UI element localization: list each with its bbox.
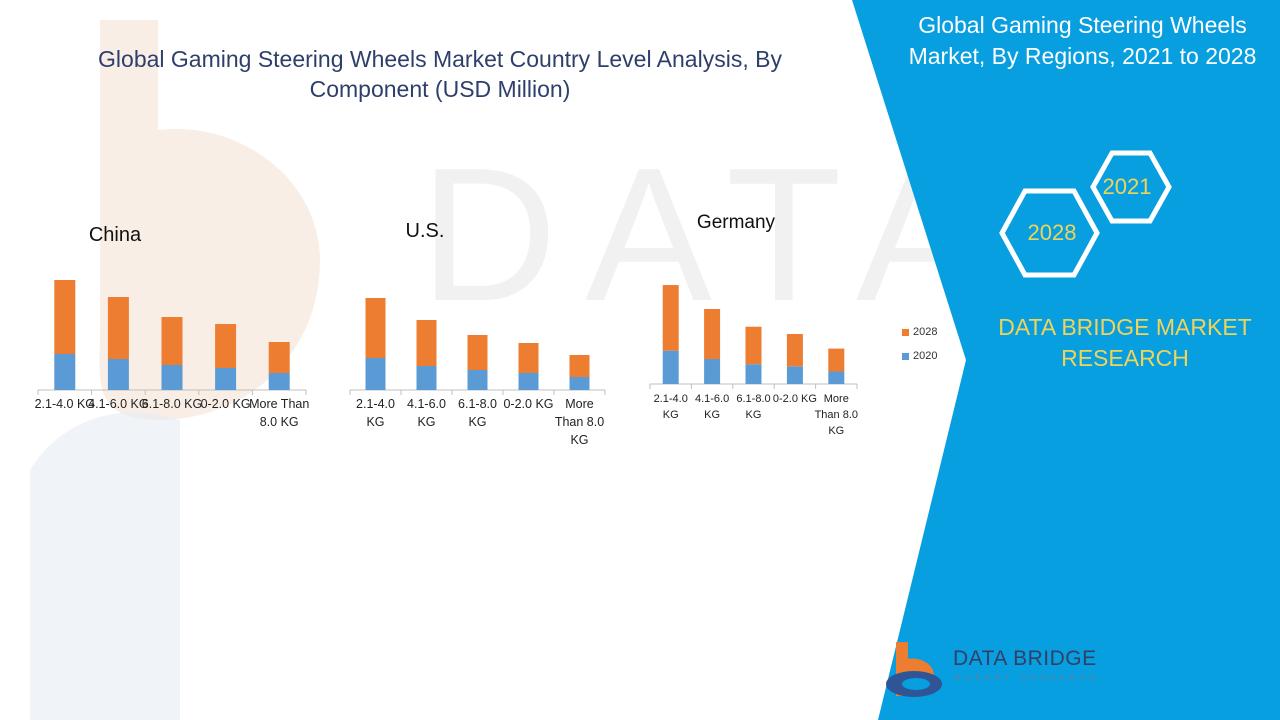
chart-title-china: China — [89, 224, 142, 246]
tick-label-us-3: 0-2.0 KG — [503, 397, 553, 411]
chart-title-us: U.S. — [406, 220, 445, 242]
brand-name: DATA BRIDGE MARKET RESEARCH — [998, 314, 1252, 371]
tick-label-china-3: 0-2.0 KG — [201, 397, 251, 411]
side-panel-title: Global Gaming Steering Wheels Market, By… — [908, 12, 1257, 69]
bar-2020-us-4 — [569, 377, 590, 390]
bar-2028-china-2 — [161, 317, 183, 365]
tick-label-germany-0: 2.1-4.0 KG — [654, 393, 688, 421]
bar-2020-china-0 — [54, 354, 76, 390]
hexagon-2028 — [999, 188, 1100, 278]
hexagon-year-2028: 2028 — [1027, 220, 1077, 245]
bar-2020-us-0 — [365, 358, 386, 390]
hexagon-2021 — [1090, 150, 1172, 224]
chart-legend: 2028 2020 — [902, 324, 937, 364]
bar-2028-china-0 — [54, 280, 76, 354]
bar-2028-germany-4 — [828, 348, 845, 372]
bar-2028-china-4 — [268, 342, 290, 373]
bar-2020-china-4 — [268, 373, 290, 390]
bar-2020-china-1 — [107, 359, 129, 390]
year-hexagons — [999, 150, 1172, 278]
tick-label-germany-4: More Than 8.0 KG — [815, 393, 858, 437]
bar-2020-us-1 — [416, 366, 437, 390]
hexagon-year-2021: 2021 — [1102, 174, 1152, 199]
bar-2020-germany-1 — [704, 359, 721, 384]
tick-label-china-1: 4.1-6.0 KG — [88, 397, 148, 411]
tick-label-germany-1: 4.1-6.0 KG — [695, 393, 729, 421]
logo-icon — [886, 642, 942, 697]
bar-2020-germany-4 — [828, 371, 845, 384]
tick-label-germany-2: 6.1-8.0 KG — [736, 393, 770, 421]
bar-2020-china-2 — [161, 365, 183, 390]
bar-2028-us-0 — [365, 298, 386, 358]
bar-2028-germany-1 — [704, 309, 721, 359]
bar-2020-china-3 — [215, 368, 237, 390]
bar-2028-germany-3 — [786, 334, 803, 367]
legend-item-2020: 2020 — [902, 348, 937, 364]
bar-2028-us-3 — [518, 343, 539, 373]
tick-label-us-4: More Than 8.0 KG — [555, 397, 604, 447]
page-title: Global Gaming Steering Wheels Market Cou… — [98, 46, 782, 102]
bar-2028-us-1 — [416, 320, 437, 366]
legend-label-2020: 2020 — [913, 350, 938, 362]
tick-label-china-2: 6.1-8.0 KG — [142, 397, 202, 411]
chart-germany: Germany 2.1-4.0 KG4.1-6.0 KG6.1-8.0 KG0-2.0 … — [649, 212, 858, 437]
bar-2028-china-1 — [107, 297, 129, 359]
chart-title-germany: Germany — [697, 212, 776, 233]
legend-label-2028: 2028 — [913, 326, 938, 338]
legend-item-2028: 2028 — [902, 324, 937, 340]
bar-2028-us-4 — [569, 355, 590, 377]
tick-label-germany-3: 0-2.0 KG — [773, 393, 817, 405]
chart-us: U.S. 2.1-4.0 KG 4.1-6.0 KG 6.1-8.0 KG 0-2.0 KG M… — [349, 220, 606, 447]
bar-2028-us-2 — [467, 335, 488, 370]
bar-2020-us-2 — [467, 370, 488, 390]
legend-swatch-2020 — [902, 352, 909, 360]
tick-label-china-0: 2.1-4.0 KG — [35, 397, 95, 411]
tick-label-china-4: More Than 8.0 KG — [249, 397, 309, 429]
bar-2020-germany-0 — [662, 350, 679, 384]
tick-label-us-0: 2.1-4.0 KG — [356, 397, 395, 429]
bar-2028-china-3 — [215, 324, 237, 368]
legend-swatch-2028 — [902, 328, 909, 336]
bar-2020-us-3 — [518, 373, 539, 390]
tick-label-us-1: 4.1-6.0 KG — [407, 397, 446, 429]
bar-2028-germany-2 — [745, 326, 762, 365]
logo-name: DATA BRIDGE — [953, 647, 1097, 670]
chart-china: China 2.1-4.0 KG4.1-6.0 KG6.1-8.0 KG0-2.0… — [35, 224, 310, 429]
bar-2020-germany-3 — [786, 366, 803, 384]
tick-label-us-2: 6.1-8.0 KG — [458, 397, 497, 429]
logo-tagline: MARKET RESEARCH — [955, 675, 1100, 682]
bar-2020-germany-2 — [745, 364, 762, 384]
bar-2028-germany-0 — [662, 285, 679, 351]
